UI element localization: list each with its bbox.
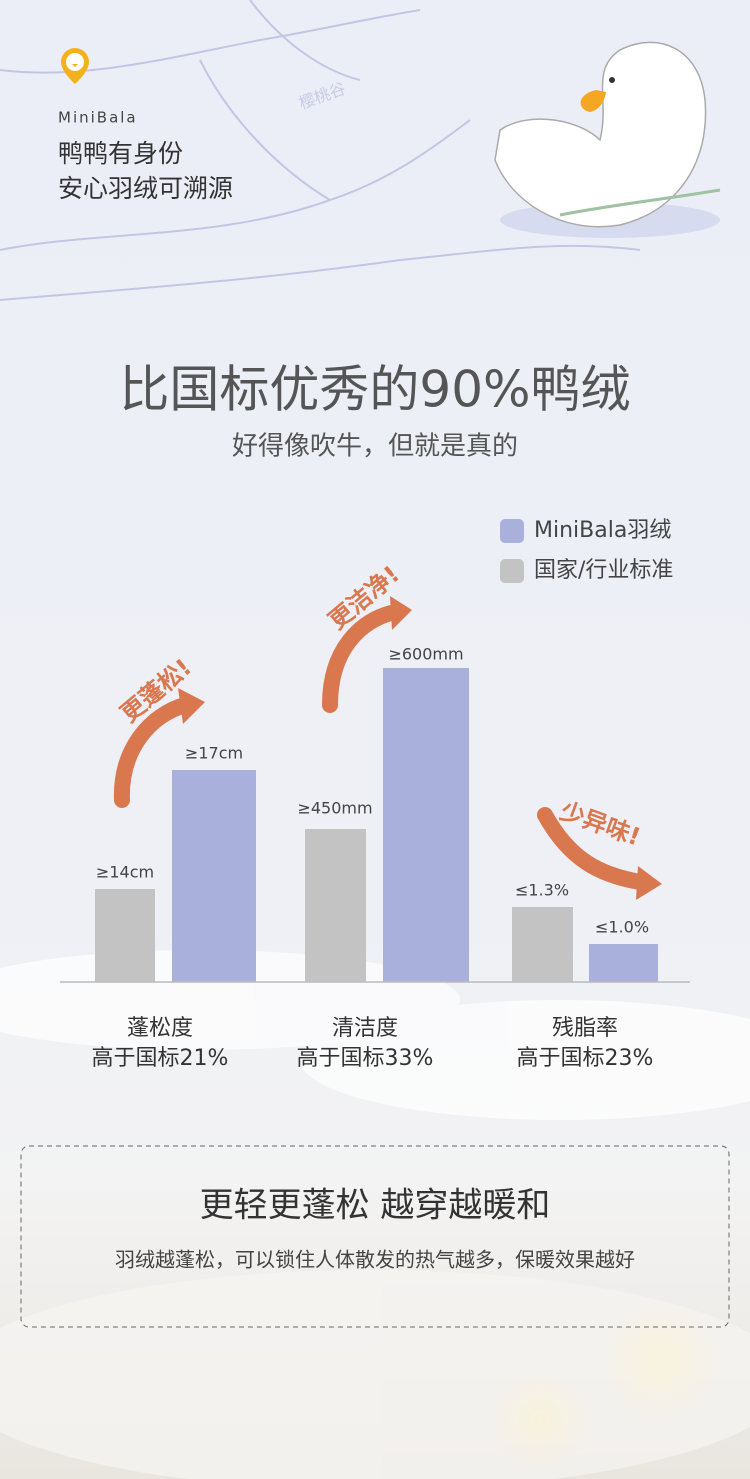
callout-arrows <box>113 604 648 890</box>
bars <box>95 668 658 982</box>
group-note: 高于国标33% <box>297 1046 434 1071</box>
header-line: 鸭鸭有身份 <box>58 139 183 168</box>
duck-illustration <box>494 41 721 238</box>
logo <box>61 48 89 84</box>
group-note: 高于国标23% <box>517 1046 654 1071</box>
group-name: 清洁度 <box>332 1016 398 1041</box>
footer-title: 更轻更蓬松 越穿越暖和 <box>200 1186 551 1226</box>
minibala-bar <box>383 668 469 982</box>
feather-texture <box>0 950 750 1479</box>
info-box <box>20 1145 730 1328</box>
group-note: 高于国标21% <box>92 1046 229 1071</box>
legend-label: MiniBala羽绒 <box>534 518 671 543</box>
header-line: 安心羽绒可溯源 <box>58 174 233 203</box>
legend-label: 国家/行业标准 <box>534 558 673 583</box>
title: 比国标优秀的90%鸭绒 <box>119 361 630 419</box>
minibala-bar <box>172 770 256 982</box>
standard-bar <box>512 907 573 982</box>
brand: MiniBala <box>58 109 138 127</box>
subtitle: 好得像吹牛，但就是真的 <box>232 432 518 462</box>
bar-label: ≤1.0% <box>595 918 649 937</box>
bar-label: ≥17cm <box>185 744 243 763</box>
bar-label: ≥600mm <box>388 645 463 664</box>
group-name: 蓬松度 <box>127 1016 193 1041</box>
arrow-heads <box>178 596 662 900</box>
legend-swatch <box>500 519 524 543</box>
bar-label: ≥14cm <box>96 863 154 882</box>
legend-swatch <box>500 559 524 583</box>
standard-bar <box>95 889 155 982</box>
minibala-bar <box>589 944 658 982</box>
footer-text: 羽绒越蓬松，可以锁住人体散发的热气越多，保暖效果越好 <box>115 1248 635 1272</box>
bar-label: ≤1.3% <box>515 881 569 900</box>
standard-bar <box>305 829 366 982</box>
group-name: 残脂率 <box>552 1016 618 1041</box>
bar-label: ≥450mm <box>297 799 372 818</box>
